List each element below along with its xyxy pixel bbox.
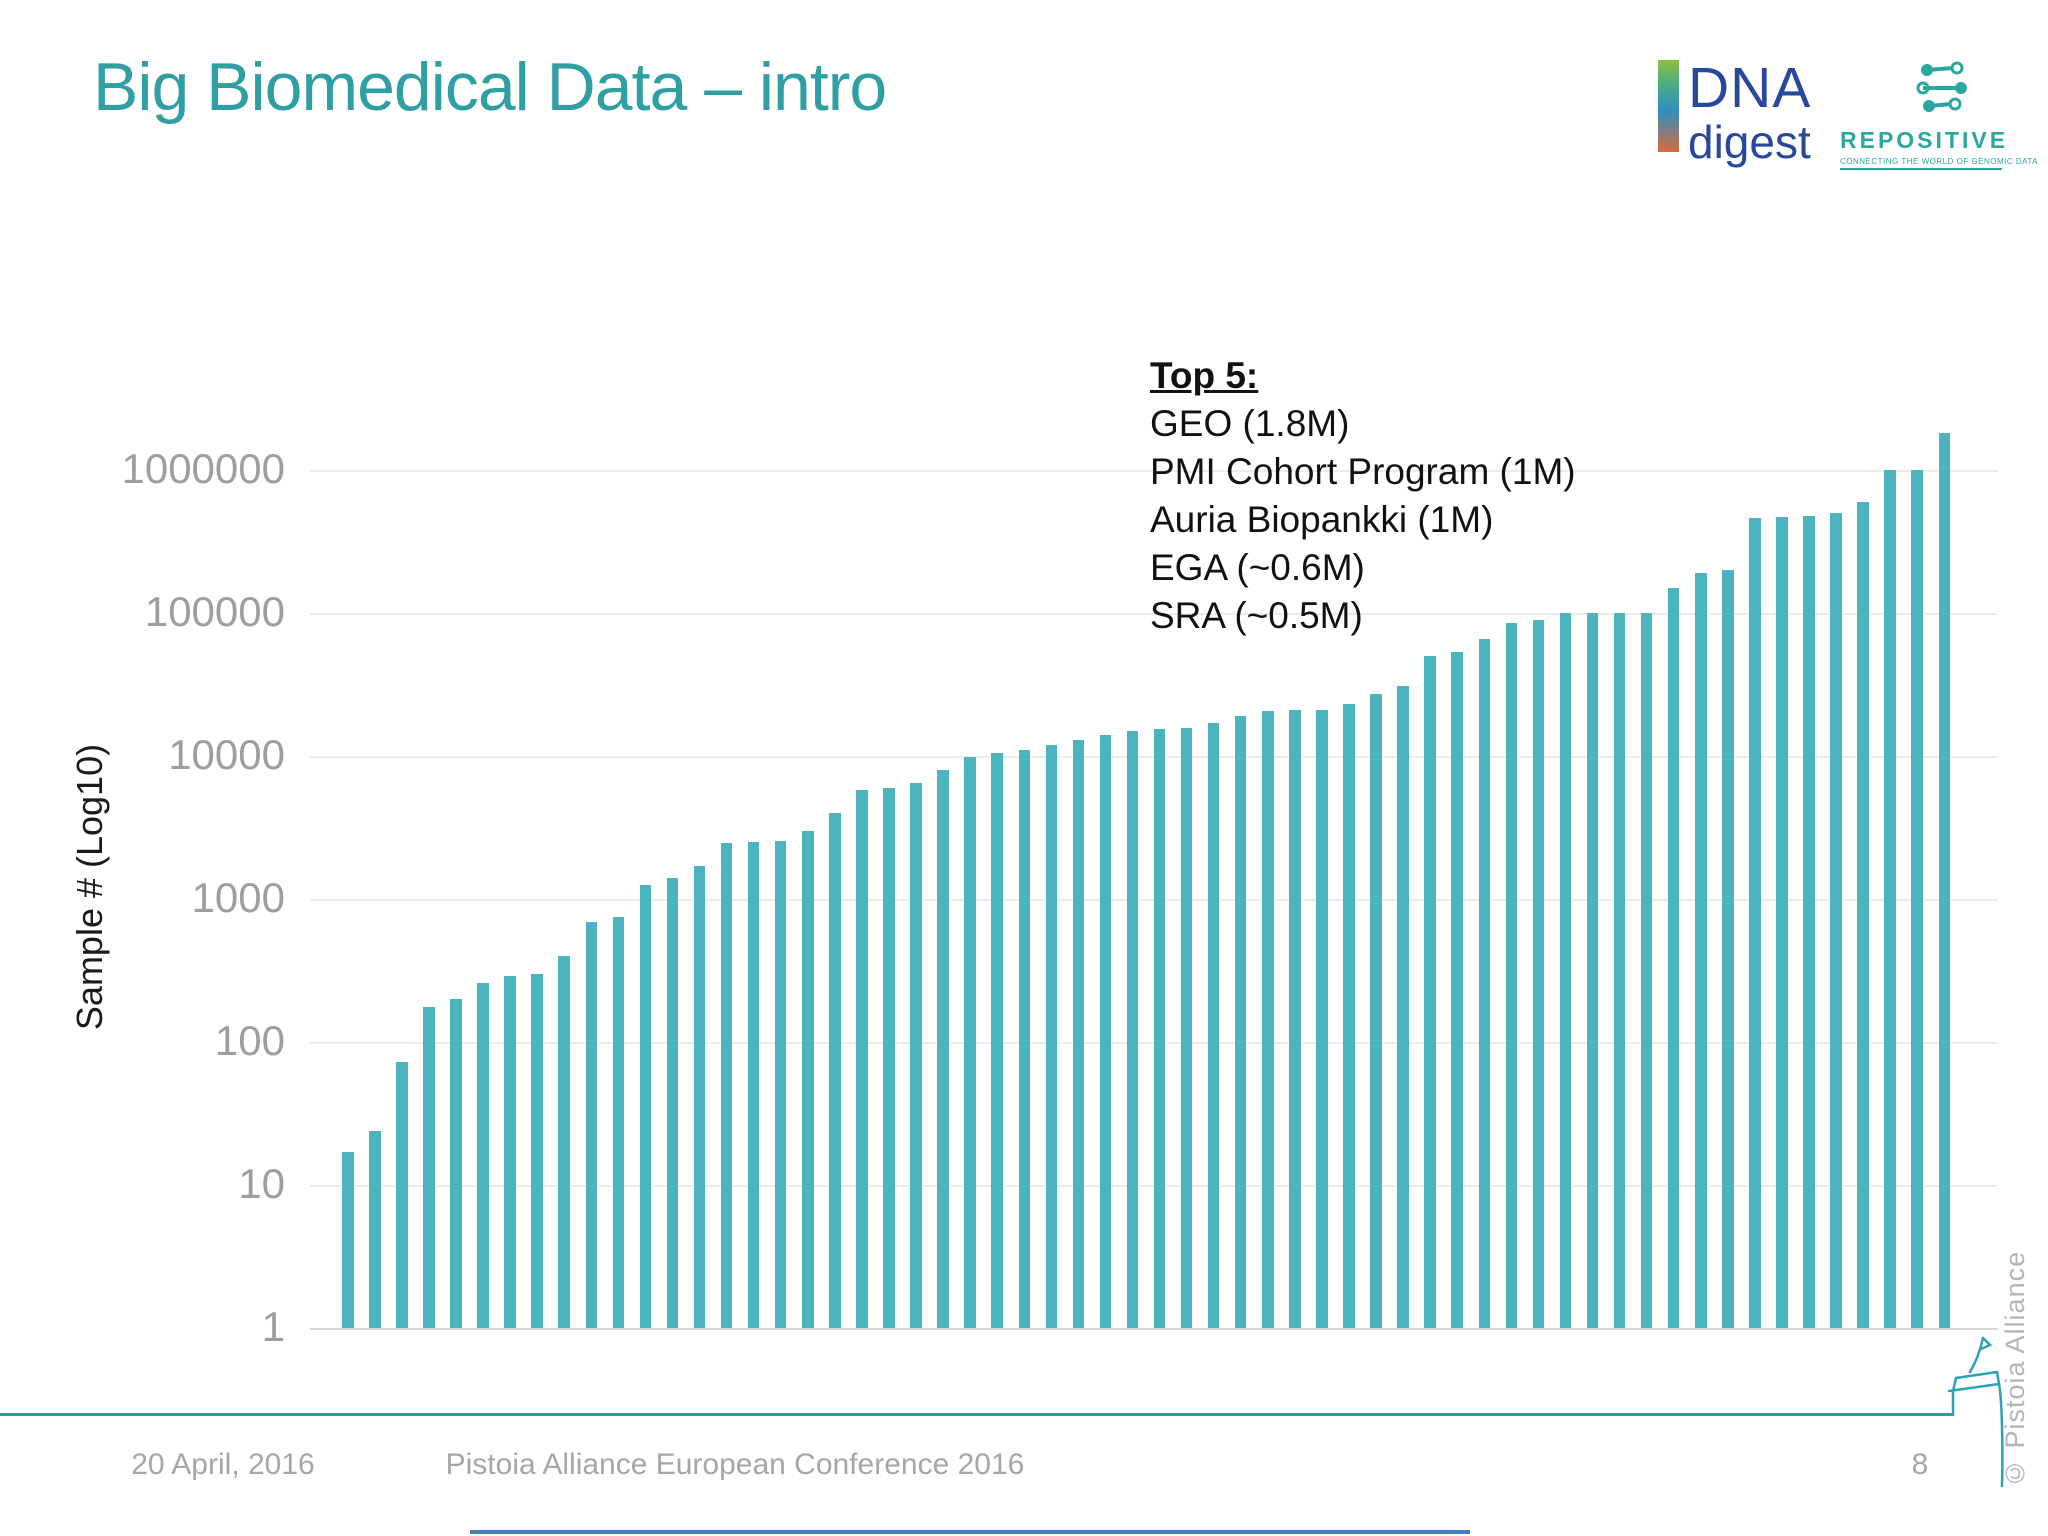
pistoia-alliance-tower-icon <box>1947 1336 2004 1488</box>
dna-digest-line2: digest <box>1688 116 1811 168</box>
bar <box>558 955 570 1328</box>
y-tick-label: 1000000 <box>121 445 285 492</box>
bar <box>1532 620 1545 1328</box>
top5-item: SRA (~0.5M) <box>1150 595 1363 636</box>
bar <box>1695 573 1707 1328</box>
bar <box>1045 744 1058 1328</box>
top5-item: PMI Cohort Program (1M) <box>1150 451 1576 492</box>
bar <box>720 843 733 1328</box>
bottom-accent-line <box>470 1530 1470 1534</box>
dna-digest-logo: DNA digest <box>1658 60 1811 165</box>
gridline <box>310 470 1998 472</box>
x-axis-baseline <box>310 1328 1998 1330</box>
bar <box>1586 613 1599 1328</box>
top5-annotation: Top 5: GEO (1.8M) PMI Cohort Program (1M… <box>1150 352 1576 640</box>
copyright-vertical-text: © Pistoia Alliance <box>2000 1250 2030 1488</box>
bar <box>1478 638 1491 1328</box>
bar <box>1667 587 1680 1328</box>
gridline <box>310 613 1998 615</box>
bar <box>639 885 652 1328</box>
bar <box>1153 728 1166 1328</box>
bar <box>1938 433 1951 1328</box>
y-tick-label: 100 <box>214 1017 285 1064</box>
bar <box>1262 711 1274 1328</box>
y-tick-label: 10 <box>238 1160 285 1207</box>
bar <box>1803 515 1815 1328</box>
repositive-wordmark: REPOSITIVE <box>1840 127 2009 153</box>
bar <box>910 782 922 1328</box>
bar <box>531 973 543 1328</box>
bar <box>369 1130 381 1328</box>
bar <box>1505 623 1518 1328</box>
bar <box>1640 613 1653 1328</box>
bar <box>693 866 706 1328</box>
bar <box>1316 709 1328 1328</box>
bar <box>1234 716 1247 1328</box>
bar <box>1722 569 1734 1328</box>
bar <box>396 1061 408 1328</box>
bar <box>1289 709 1301 1328</box>
page-number: 8 <box>1911 1448 1929 1481</box>
top5-title: Top 5: <box>1150 355 1259 396</box>
bar <box>829 812 841 1328</box>
bar <box>1830 513 1842 1328</box>
y-tick-label: 1 <box>261 1303 285 1350</box>
top5-item: EGA (~0.6M) <box>1150 547 1365 588</box>
dna-digest-wordmark: DNA digest <box>1688 56 1812 168</box>
bar <box>666 878 679 1328</box>
footer-divider-line <box>0 1413 1953 1416</box>
bar <box>342 1152 354 1328</box>
footer-date: 20 April, 2016 <box>131 1448 315 1481</box>
bar <box>1559 613 1572 1328</box>
bar <box>423 1007 435 1328</box>
bar <box>1126 730 1139 1328</box>
bar <box>1749 518 1761 1328</box>
y-tick-label: 10000 <box>168 731 285 778</box>
y-tick-label: 1000 <box>191 874 285 921</box>
bar <box>1857 501 1869 1328</box>
bar <box>1613 613 1626 1328</box>
bar <box>477 982 489 1328</box>
bar <box>937 769 949 1328</box>
bar <box>1018 750 1030 1328</box>
repositive-molecule-icon <box>1916 61 1967 112</box>
bar <box>802 830 814 1328</box>
bar <box>883 787 895 1328</box>
bar <box>1451 652 1463 1328</box>
bar <box>504 975 516 1328</box>
dna-digest-line1: DNA <box>1688 56 1812 120</box>
bar <box>747 842 760 1328</box>
bar <box>1370 694 1382 1328</box>
bar <box>1911 470 1923 1328</box>
bar <box>991 752 1003 1328</box>
bar <box>1884 470 1896 1328</box>
repositive-logo: REPOSITIVE CONNECTING THE WORLD OF GENOM… <box>1840 60 2038 170</box>
bar <box>774 840 787 1328</box>
y-tick-label: 100000 <box>144 588 285 635</box>
bar <box>612 916 625 1328</box>
bar <box>1343 704 1355 1328</box>
top5-item: Auria Biopankki (1M) <box>1150 499 1494 540</box>
dna-digest-gradient-bar-icon <box>1658 60 1679 152</box>
top5-item: GEO (1.8M) <box>1150 403 1350 444</box>
repositive-tagline: CONNECTING THE WORLD OF GENOMIC DATA <box>1840 157 2038 170</box>
bar <box>964 757 976 1328</box>
bar <box>1776 516 1788 1328</box>
bar <box>450 998 462 1328</box>
bar <box>1397 685 1409 1328</box>
bar <box>585 922 598 1328</box>
bar <box>1099 735 1112 1328</box>
bar <box>1072 739 1085 1328</box>
bar <box>1424 656 1436 1328</box>
slide-title: Big Biomedical Data – intro <box>93 49 887 125</box>
bar <box>1207 723 1220 1328</box>
bar <box>1180 728 1193 1328</box>
footer-conference: Pistoia Alliance European Conference 201… <box>445 1448 1025 1481</box>
bar <box>856 789 868 1328</box>
